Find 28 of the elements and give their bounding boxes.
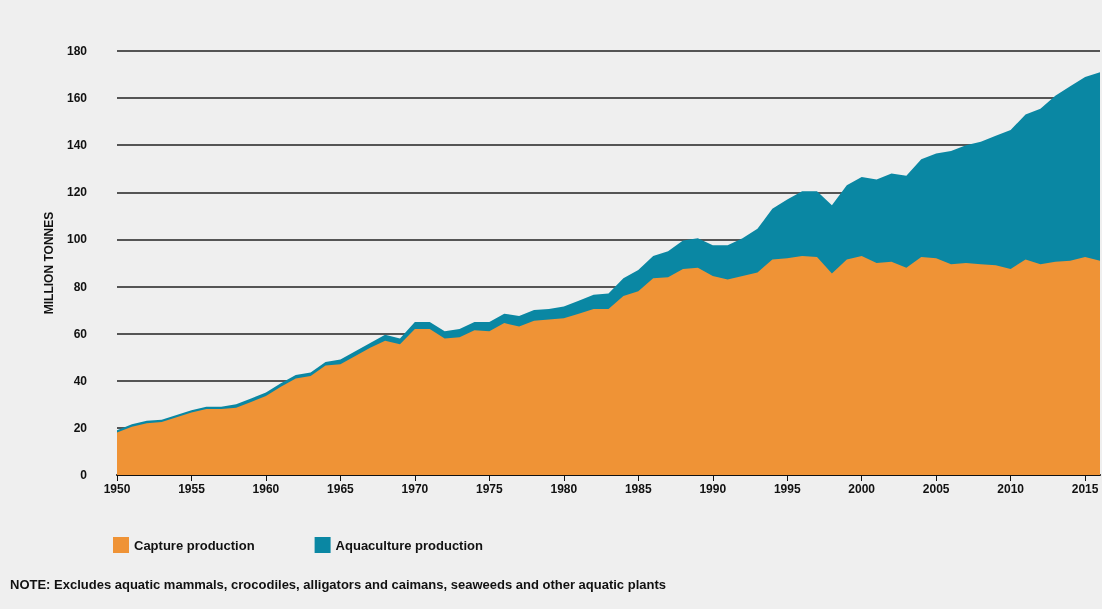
y-tick-label: 180 xyxy=(66,44,88,58)
legend-label: Capture production xyxy=(134,537,255,553)
y-tick-label: 0 xyxy=(80,468,88,482)
x-tick-label: 1995 xyxy=(773,482,801,496)
y-tick-label: 100 xyxy=(66,232,88,247)
y-axis-title: MILLION TONNES xyxy=(42,211,56,315)
y-tick-label: 60 xyxy=(73,326,88,341)
x-tick-label: 1965 xyxy=(327,482,355,496)
x-tick-label: 2010 xyxy=(997,482,1025,496)
y-tick-label: 140 xyxy=(66,138,88,153)
y-tick-label: 40 xyxy=(73,373,88,388)
x-tick-label: 1950 xyxy=(103,482,131,496)
x-tick-label: 1960 xyxy=(252,482,280,496)
x-tick-label: 1990 xyxy=(699,482,727,496)
legend-label: Aquaculture production xyxy=(335,537,483,553)
y-tick-label: 120 xyxy=(66,185,88,200)
text: NOTE: Excludes aquatic mammals, crocodiles, alligators and caimans, seaweeds and other aquatic plants xyxy=(10,577,666,592)
x-tick-label: 2000 xyxy=(848,482,876,496)
x-tick-label: 1970 xyxy=(401,482,429,496)
x-tick-label: 1985 xyxy=(624,482,652,496)
y-tick-label: 160 xyxy=(66,91,88,106)
x-tick-label: 2015 xyxy=(1071,482,1099,496)
y-tick-label: 20 xyxy=(73,420,88,435)
x-tick-label: 1975 xyxy=(476,482,504,496)
x-tick-label: 1955 xyxy=(178,482,206,496)
x-tick-label: 1980 xyxy=(550,482,578,496)
x-tick-label: 2005 xyxy=(922,482,950,496)
y-tick-label: 80 xyxy=(73,279,88,294)
